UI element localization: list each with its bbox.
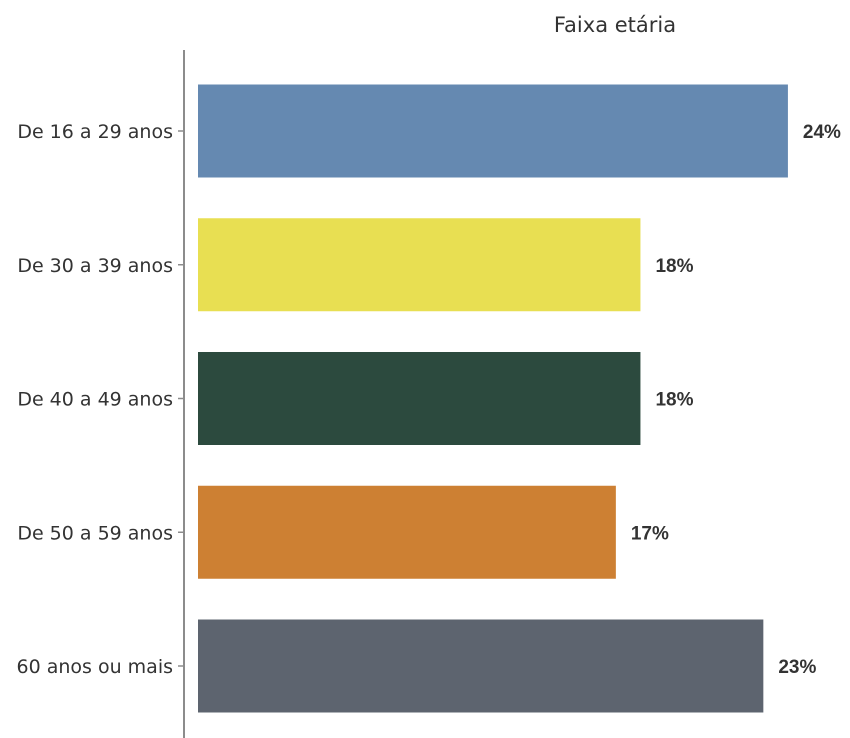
category-label: De 50 a 59 anos — [17, 522, 173, 544]
value-label: 23% — [778, 657, 816, 678]
chart-title: Faixa etária — [554, 13, 676, 37]
value-label: 24% — [803, 122, 841, 143]
value-label: 18% — [655, 256, 693, 277]
value-label: 18% — [655, 390, 693, 411]
bar — [198, 619, 764, 713]
category-label: De 30 a 39 anos — [17, 255, 173, 277]
category-label: 60 anos ou mais — [17, 656, 174, 678]
bar — [198, 218, 641, 312]
value-label: 17% — [631, 523, 669, 544]
bar — [198, 84, 788, 178]
bars-group: De 16 a 29 anos 24% De 30 a 39 anos 18% De 4… — [17, 84, 841, 713]
bar — [198, 485, 616, 579]
bar — [198, 352, 641, 445]
category-label: De 40 a 49 anos — [17, 389, 173, 411]
category-label: De 16 a 29 anos — [17, 121, 173, 143]
